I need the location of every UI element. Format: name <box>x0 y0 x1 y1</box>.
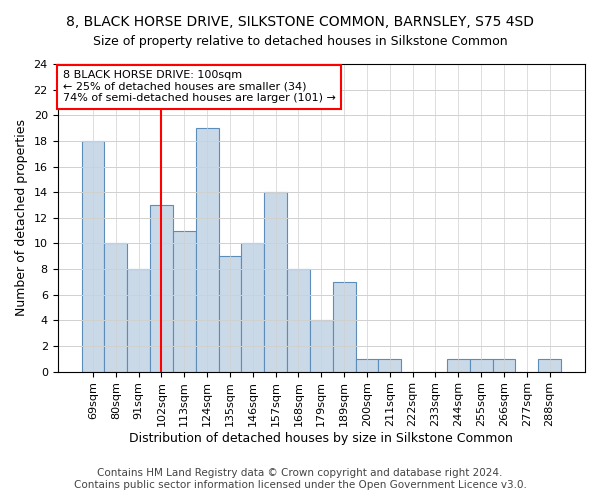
Bar <box>310 320 332 372</box>
Bar <box>196 128 218 372</box>
Bar <box>356 359 379 372</box>
Bar <box>104 244 127 372</box>
Bar <box>150 205 173 372</box>
Bar <box>241 244 264 372</box>
Bar <box>538 359 561 372</box>
Bar <box>379 359 401 372</box>
Bar <box>470 359 493 372</box>
Bar <box>264 192 287 372</box>
Text: Size of property relative to detached houses in Silkstone Common: Size of property relative to detached ho… <box>92 35 508 48</box>
Text: 8, BLACK HORSE DRIVE, SILKSTONE COMMON, BARNSLEY, S75 4SD: 8, BLACK HORSE DRIVE, SILKSTONE COMMON, … <box>66 15 534 29</box>
Y-axis label: Number of detached properties: Number of detached properties <box>15 120 28 316</box>
Text: Contains HM Land Registry data © Crown copyright and database right 2024.
Contai: Contains HM Land Registry data © Crown c… <box>74 468 526 490</box>
Bar <box>173 230 196 372</box>
Bar <box>287 269 310 372</box>
Bar <box>493 359 515 372</box>
Bar <box>127 269 150 372</box>
Text: 8 BLACK HORSE DRIVE: 100sqm
← 25% of detached houses are smaller (34)
74% of sem: 8 BLACK HORSE DRIVE: 100sqm ← 25% of det… <box>63 70 335 103</box>
Bar <box>447 359 470 372</box>
Bar <box>82 141 104 372</box>
Bar <box>218 256 241 372</box>
X-axis label: Distribution of detached houses by size in Silkstone Common: Distribution of detached houses by size … <box>130 432 513 445</box>
Bar <box>332 282 356 372</box>
